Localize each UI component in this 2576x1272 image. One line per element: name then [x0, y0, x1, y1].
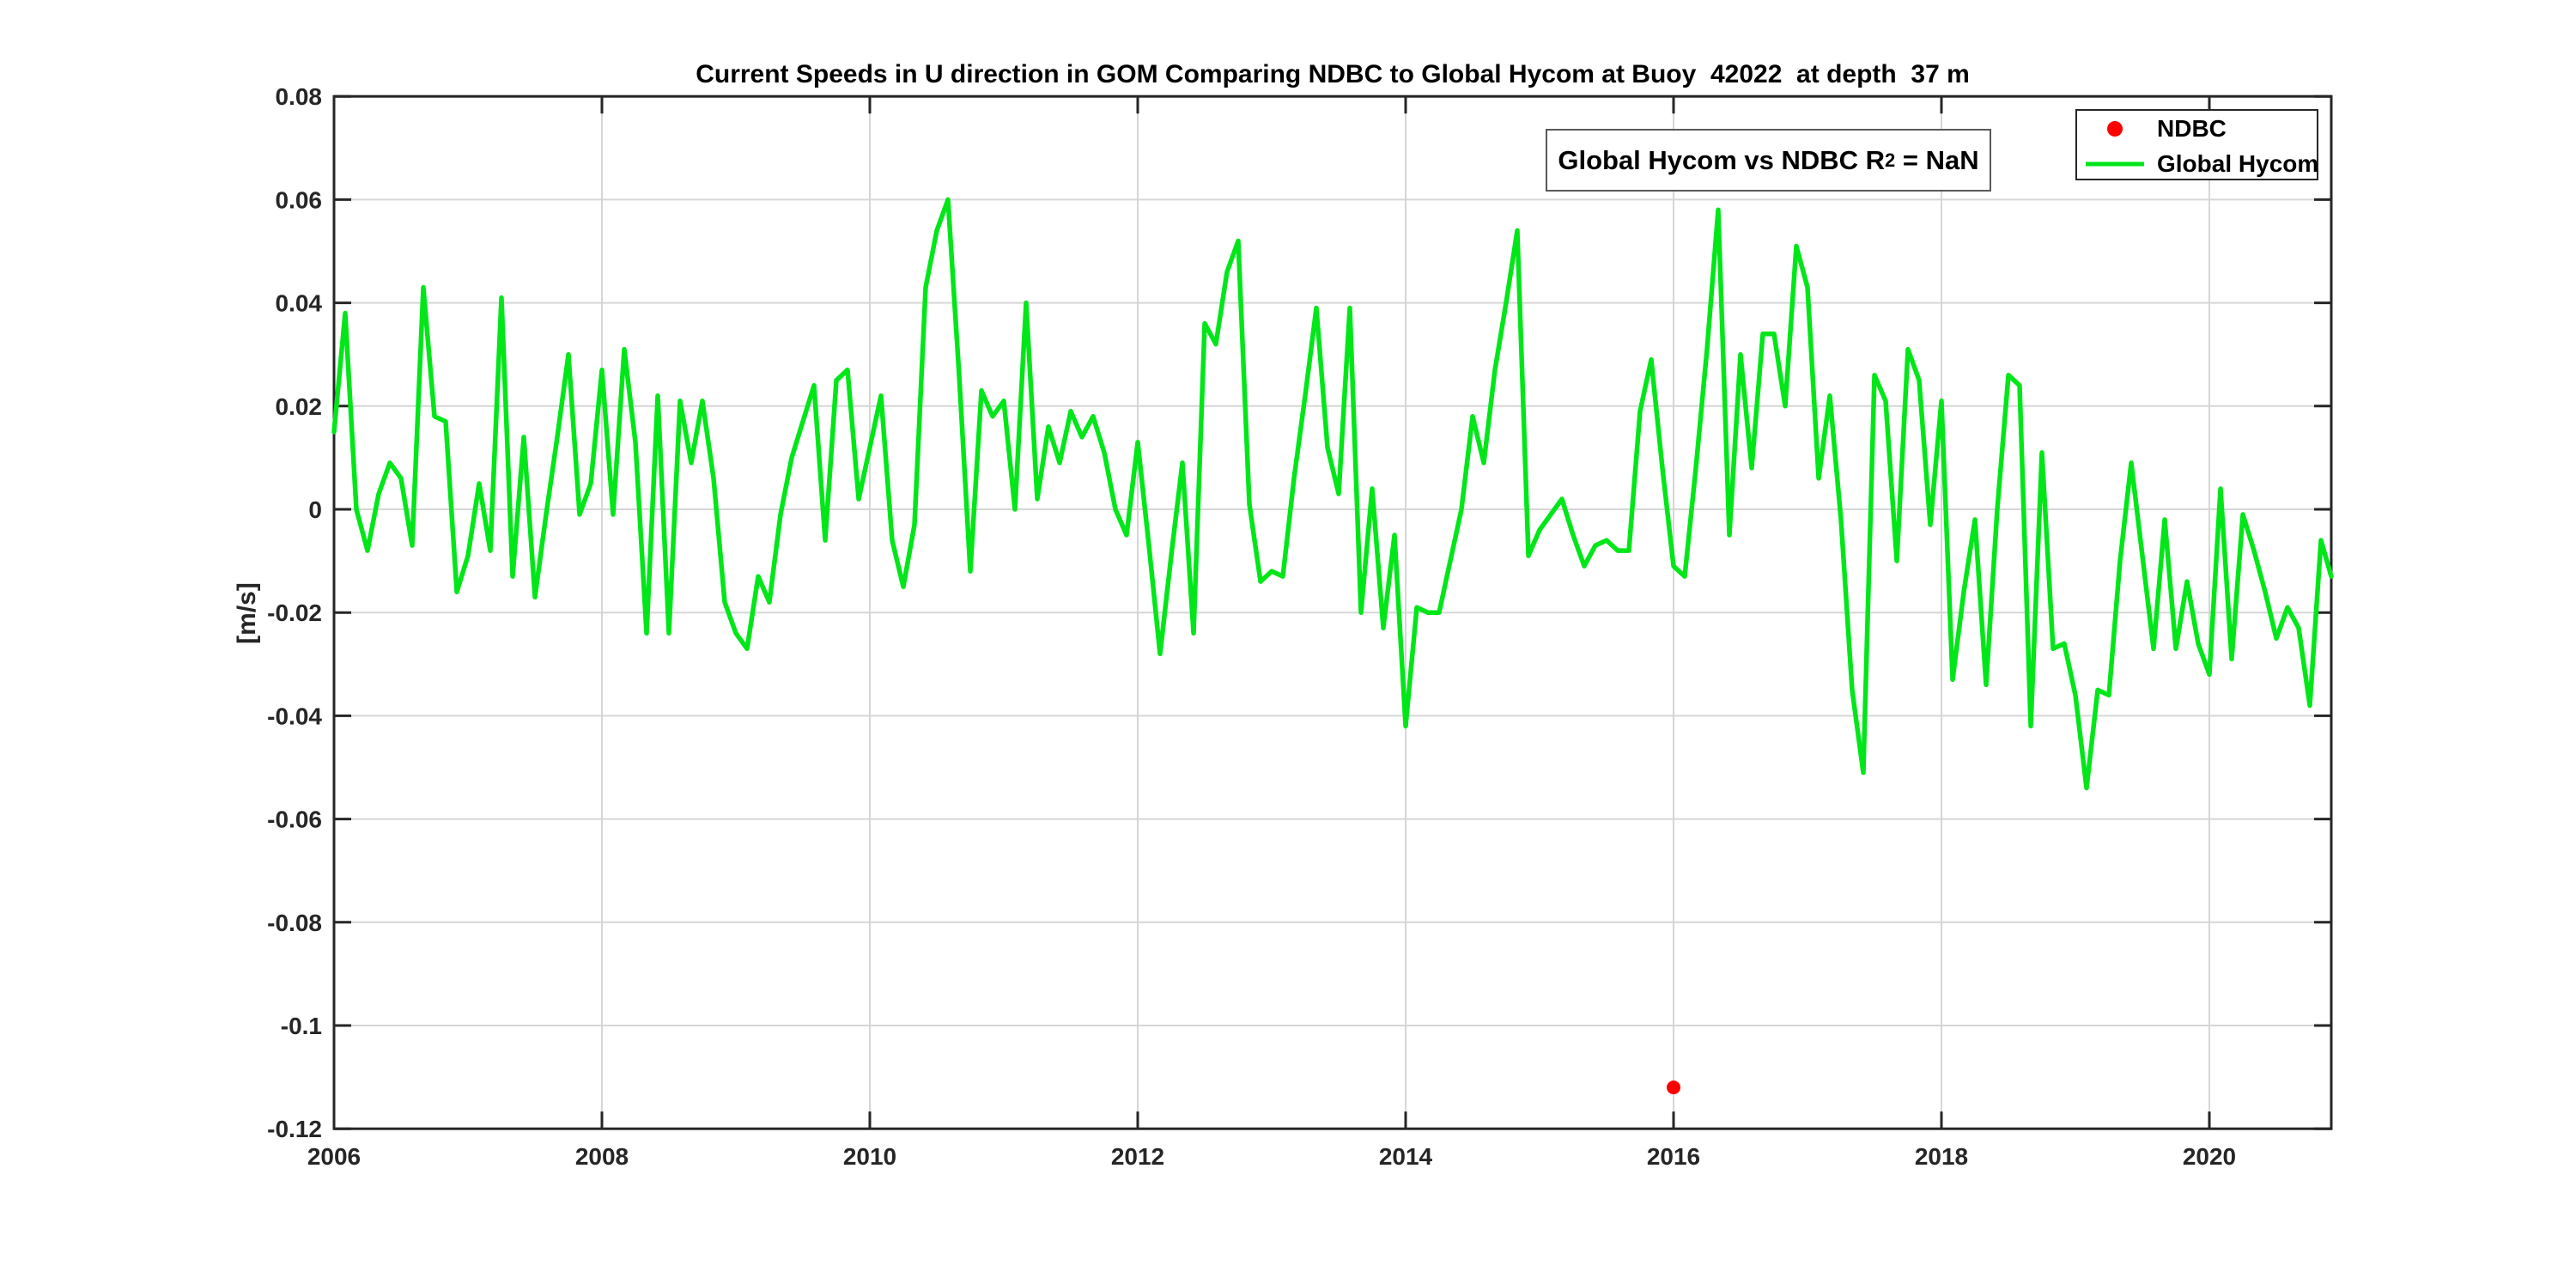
legend: NDBC Global Hycom	[2075, 109, 2318, 180]
y-tick-label: 0	[308, 496, 322, 523]
x-tick-label: 2014	[1379, 1143, 1433, 1170]
chart-title: Current Speeds in U direction in GOM Com…	[696, 60, 1970, 88]
legend-item-ndbc: NDBC	[2077, 111, 2317, 146]
x-tick-label: 2006	[307, 1143, 361, 1170]
x-tick-label: 2008	[575, 1143, 629, 1170]
y-tick-label: -0.02	[267, 599, 322, 626]
x-tick-label: 2012	[1111, 1143, 1164, 1170]
y-tick-label: 0.06	[276, 186, 323, 213]
hycom-marker-line-icon	[2086, 161, 2144, 166]
ndbc-data-point	[1667, 1080, 1680, 1095]
x-tick-label: 2016	[1647, 1143, 1700, 1170]
legend-label-ndbc: NDBC	[2157, 114, 2227, 142]
y-tick-label: -0.1	[281, 1013, 322, 1039]
y-tick-label: 0.02	[276, 393, 323, 420]
y-tick-label: -0.12	[267, 1116, 322, 1142]
hycom-series-line	[331, 197, 2334, 791]
r-squared-text-tail: = NaN	[1895, 144, 1979, 175]
ndbc-marker-dot-icon	[2107, 120, 2123, 137]
y-tick-label: 0.08	[276, 83, 323, 110]
x-tick-label: 2020	[2183, 1143, 2236, 1170]
y-tick-label: -0.08	[267, 910, 322, 936]
y-tick-label: -0.04	[267, 703, 322, 729]
legend-item-global-hycom: Global Hycom	[2077, 146, 2319, 181]
x-tick-label: 2010	[843, 1143, 896, 1170]
y-tick-label: -0.06	[267, 806, 322, 833]
legend-label-global-hycom: Global Hycom	[2157, 149, 2319, 177]
x-tick-label: 2018	[1915, 1143, 1968, 1170]
r-squared-text-main: Global Hycom vs NDBC R	[1558, 144, 1886, 175]
y-tick-label: 0.04	[276, 290, 323, 317]
